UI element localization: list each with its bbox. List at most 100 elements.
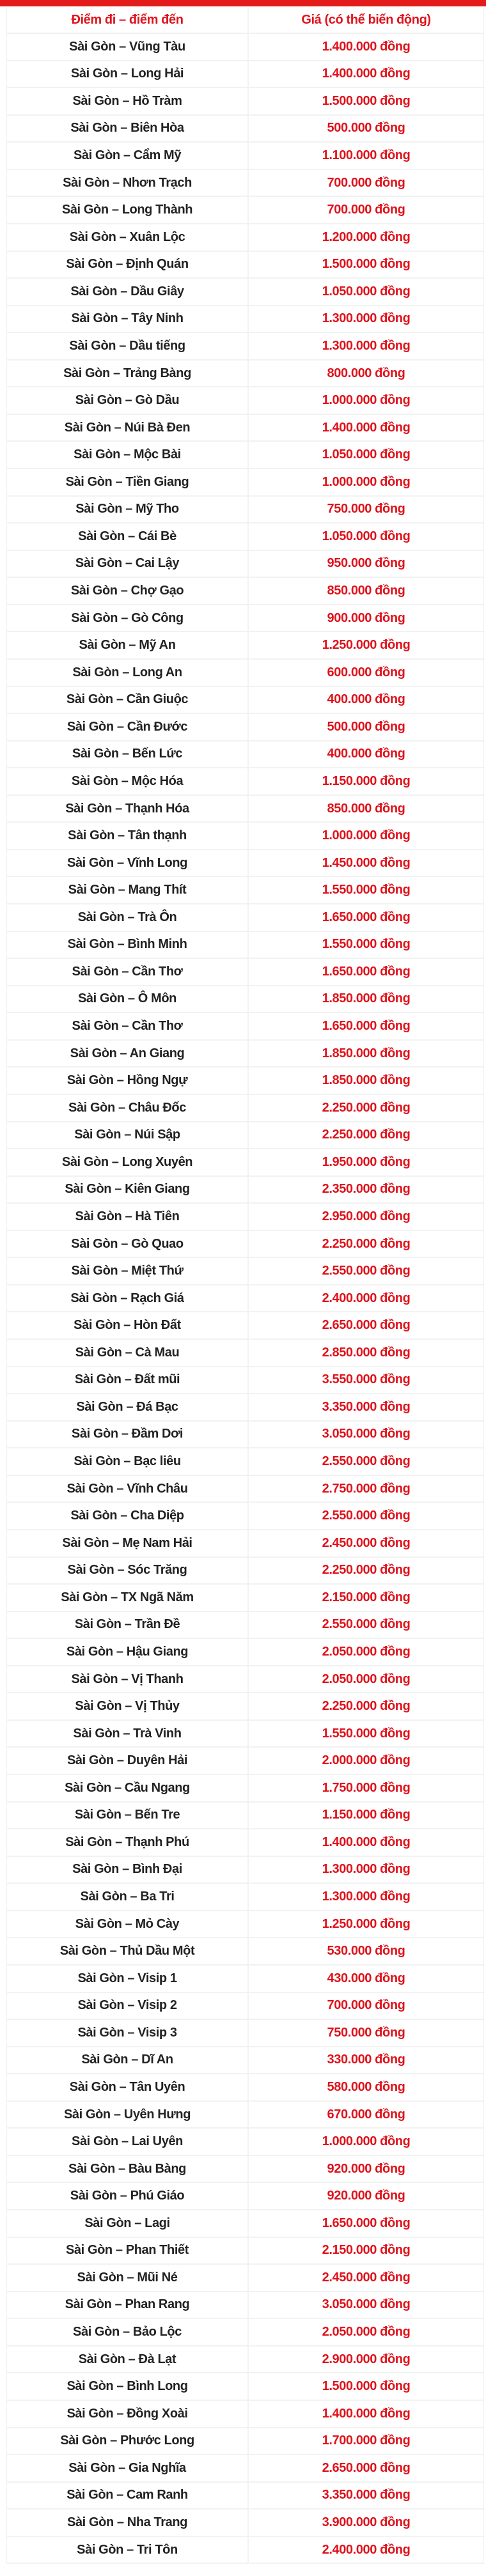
route-cell: Sài Gòn – Phước Long bbox=[7, 2428, 249, 2455]
route-cell: Sài Gòn – Bình Minh bbox=[7, 931, 249, 958]
table-row: Sài Gòn – Gia Nghĩa 2.650.000 đồng bbox=[7, 2455, 483, 2483]
route-cell: Sài Gòn – Bình Long bbox=[7, 2373, 249, 2400]
route-cell: Sài Gòn – Hồng Ngự bbox=[7, 1067, 249, 1094]
route-cell: Sài Gòn – Bàu Bàng bbox=[7, 2155, 249, 2182]
route-cell: Sài Gòn – Gia Nghĩa bbox=[7, 2455, 249, 2481]
table-row: Sài Gòn – Mỏ Cày 1.250.000 đồng bbox=[7, 1911, 483, 1939]
price-cell: 2.950.000 đồng bbox=[322, 1209, 411, 1223]
table-row: Sài Gòn – Visip 2 700.000 đồng bbox=[7, 1992, 483, 2021]
table-row: Sài Gòn – Tây Ninh 1.300.000 đồng bbox=[7, 306, 483, 334]
price-cell: 2.550.000 đồng bbox=[322, 1264, 411, 1278]
table-row: Sài Gòn – Hòn Đất 2.650.000 đồng bbox=[7, 1312, 483, 1340]
table-row: Sài Gòn – Bình Minh 1.550.000 đồng bbox=[7, 931, 483, 959]
table-row: Sài Gòn – Thạnh Hóa 850.000 đồng bbox=[7, 795, 483, 823]
price-cell: 1.100.000 đồng bbox=[322, 148, 411, 163]
table-row: Sài Gòn – Phan Thiết 2.150.000 đồng bbox=[7, 2237, 483, 2265]
price-table: Điểm đi – điểm đến Giá (có thể biến động… bbox=[6, 8, 484, 2564]
route-cell: Sài Gòn – Tây Ninh bbox=[7, 306, 249, 332]
route-cell: Sài Gòn – Dầu tiếng bbox=[7, 333, 249, 359]
price-cell: 2.650.000 đồng bbox=[322, 2460, 411, 2475]
table-row: Sài Gòn – Long Xuyên 1.950.000 đồng bbox=[7, 1149, 483, 1177]
route-cell: Sài Gòn – Cha Diệp bbox=[7, 1503, 249, 1529]
route-cell: Sài Gòn – Thạnh Hóa bbox=[7, 795, 249, 822]
table-row: Sài Gòn – Ba Tri 1.300.000 đồng bbox=[7, 1884, 483, 1911]
price-cell: 2.250.000 đồng bbox=[322, 1699, 411, 1714]
route-cell: Sài Gòn – Long An bbox=[7, 659, 249, 686]
table-row: Sài Gòn – Mỹ Tho 750.000 đồng bbox=[7, 496, 483, 524]
table-row: Sài Gòn – Trần Đề 2.550.000 đồng bbox=[7, 1611, 483, 1640]
route-cell: Sài Gòn – Hà Tiên bbox=[7, 1204, 249, 1230]
table-row: Sài Gòn – Gò Quao 2.250.000 đồng bbox=[7, 1230, 483, 1259]
price-cell: 1.700.000 đồng bbox=[322, 2433, 411, 2448]
route-cell: Sài Gòn – Nhơn Trạch bbox=[7, 169, 249, 196]
price-cell: 500.000 đồng bbox=[327, 719, 405, 734]
route-cell: Sài Gòn – Dầu Giây bbox=[7, 279, 249, 305]
route-cell: Sài Gòn – Bến Tre bbox=[7, 1802, 249, 1829]
route-cell: Sài Gòn – Miệt Thứ bbox=[7, 1258, 249, 1284]
price-cell: 920.000 đồng bbox=[327, 2161, 405, 2176]
route-cell: Sài Gòn – Tri Tôn bbox=[7, 2536, 249, 2563]
price-cell: 2.150.000 đồng bbox=[322, 2243, 411, 2258]
table-row: Sài Gòn – Tân Uyên 580.000 đồng bbox=[7, 2074, 483, 2102]
route-cell: Sài Gòn – Mỏ Cày bbox=[7, 1911, 249, 1937]
price-cell: 850.000 đồng bbox=[327, 584, 405, 598]
table-row: Sài Gòn – Long An 600.000 đồng bbox=[7, 659, 483, 687]
price-cell: 1.650.000 đồng bbox=[322, 1019, 411, 1034]
table-row: Sài Gòn – Dầu Giây 1.050.000 đồng bbox=[7, 279, 483, 306]
table-row: Sài Gòn – Mẹ Nam Hải 2.450.000 đồng bbox=[7, 1530, 483, 1558]
table-row: Sài Gòn – Miệt Thứ 2.550.000 đồng bbox=[7, 1258, 483, 1285]
route-cell: Sài Gòn – Mộc Hóa bbox=[7, 768, 249, 795]
price-cell: 1.550.000 đồng bbox=[322, 1726, 411, 1741]
route-cell: Sài Gòn – Trà Ôn bbox=[7, 904, 249, 931]
price-cell: 1.550.000 đồng bbox=[322, 883, 411, 897]
price-cell: 950.000 đồng bbox=[327, 556, 405, 571]
route-cell: Sài Gòn – Tân thạnh bbox=[7, 823, 249, 849]
price-cell: 1.250.000 đồng bbox=[322, 638, 411, 653]
table-row: Sài Gòn – Dĩ An 330.000 đồng bbox=[7, 2047, 483, 2075]
table-row: Sài Gòn – Mộc Hóa 1.150.000 đồng bbox=[7, 768, 483, 796]
price-cell: 2.250.000 đồng bbox=[322, 1100, 411, 1115]
table-row: Sài Gòn – Trà Ôn 1.650.000 đồng bbox=[7, 904, 483, 932]
table-row: Sài Gòn – Vị Thủy 2.250.000 đồng bbox=[7, 1693, 483, 1721]
header-route: Điểm đi – điểm đến bbox=[7, 8, 249, 33]
route-cell: Sài Gòn – Thủ Dầu Một bbox=[7, 1938, 249, 1964]
table-row: Sài Gòn – Thạnh Phú 1.400.000 đồng bbox=[7, 1829, 483, 1857]
price-cell: 1.650.000 đồng bbox=[322, 2215, 411, 2230]
price-cell: 2.550.000 đồng bbox=[322, 1454, 411, 1469]
table-row: Sài Gòn – Visip 3 750.000 đồng bbox=[7, 2020, 483, 2047]
route-cell: Sài Gòn – Đà Lạt bbox=[7, 2346, 249, 2373]
table-row: Sài Gòn – Cha Diệp 2.550.000 đồng bbox=[7, 1503, 483, 1530]
table-row: Sài Gòn – Mộc Bài 1.050.000 đồng bbox=[7, 442, 483, 469]
route-cell: Sài Gòn – Cam Ranh bbox=[7, 2482, 249, 2509]
table-row: Sài Gòn – Uyên Hưng 670.000 đồng bbox=[7, 2101, 483, 2129]
price-cell: 2.400.000 đồng bbox=[322, 2542, 411, 2557]
price-cell: 580.000 đồng bbox=[327, 2079, 405, 2094]
route-cell: Sài Gòn – Đá Bạc bbox=[7, 1394, 249, 1420]
table-row: Sài Gòn – Định Quán 1.500.000 đồng bbox=[7, 251, 483, 279]
price-cell: 2.400.000 đồng bbox=[322, 1291, 411, 1305]
price-cell: 1.000.000 đồng bbox=[322, 2134, 411, 2149]
route-cell: Sài Gòn – Gò Dầu bbox=[7, 387, 249, 414]
table-row: Sài Gòn – Ô Môn 1.850.000 đồng bbox=[7, 986, 483, 1014]
table-row: Sài Gòn – Cần Đước 500.000 đồng bbox=[7, 714, 483, 741]
table-row: Sài Gòn – Cai Lậy 950.000 đồng bbox=[7, 550, 483, 578]
price-cell: 1.300.000 đồng bbox=[322, 338, 411, 353]
price-cell: 3.050.000 đồng bbox=[322, 2297, 411, 2312]
table-row: Sài Gòn – Đà Lạt 2.900.000 đồng bbox=[7, 2346, 483, 2374]
route-cell: Sài Gòn – Sóc Trăng bbox=[7, 1557, 249, 1584]
price-cell: 1.400.000 đồng bbox=[322, 420, 411, 435]
route-cell: Sài Gòn – Phan Rang bbox=[7, 2292, 249, 2318]
table-row: Sài Gòn – Bảo Lộc 2.050.000 đồng bbox=[7, 2319, 483, 2347]
route-cell: Sài Gòn – Kiên Giang bbox=[7, 1176, 249, 1203]
route-cell: Sài Gòn – Mang Thít bbox=[7, 877, 249, 903]
route-cell: Sài Gòn – Hồ Tràm bbox=[7, 88, 249, 114]
price-cell: 1.500.000 đồng bbox=[322, 257, 411, 272]
table-row: Sài Gòn – Đá Bạc 3.350.000 đồng bbox=[7, 1394, 483, 1422]
table-row: Sài Gòn – Núi Sập 2.250.000 đồng bbox=[7, 1122, 483, 1150]
route-cell: Sài Gòn – Cẩm Mỹ bbox=[7, 143, 249, 169]
route-cell: Sài Gòn – Visip 1 bbox=[7, 1965, 249, 1992]
price-cell: 3.350.000 đồng bbox=[322, 1399, 411, 1414]
price-cell: 700.000 đồng bbox=[327, 1998, 405, 2013]
price-cell: 1.000.000 đồng bbox=[322, 393, 411, 408]
route-cell: Sài Gòn – Cần Đước bbox=[7, 714, 249, 740]
